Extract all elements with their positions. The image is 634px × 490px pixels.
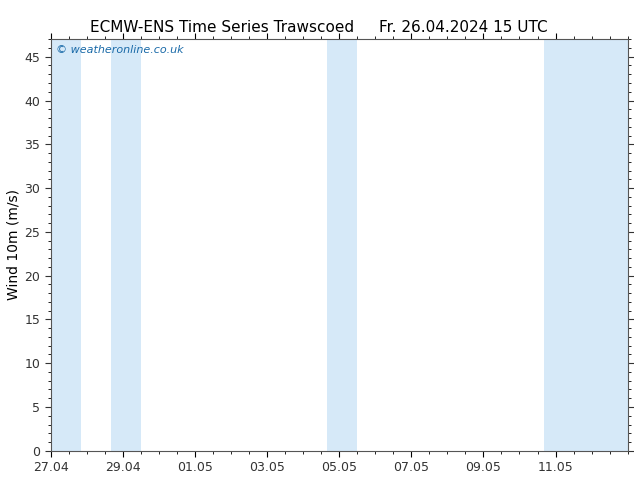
Bar [51, 39, 81, 451]
Text: ECMW-ENS Time Series Trawscoed: ECMW-ENS Time Series Trawscoed [90, 20, 354, 35]
Bar [327, 39, 357, 451]
Bar [111, 39, 141, 451]
Text: Fr. 26.04.2024 15 UTC: Fr. 26.04.2024 15 UTC [378, 20, 547, 35]
Bar [543, 39, 628, 451]
Y-axis label: Wind 10m (m/s): Wind 10m (m/s) [6, 190, 20, 300]
Text: © weatheronline.co.uk: © weatheronline.co.uk [56, 46, 184, 55]
